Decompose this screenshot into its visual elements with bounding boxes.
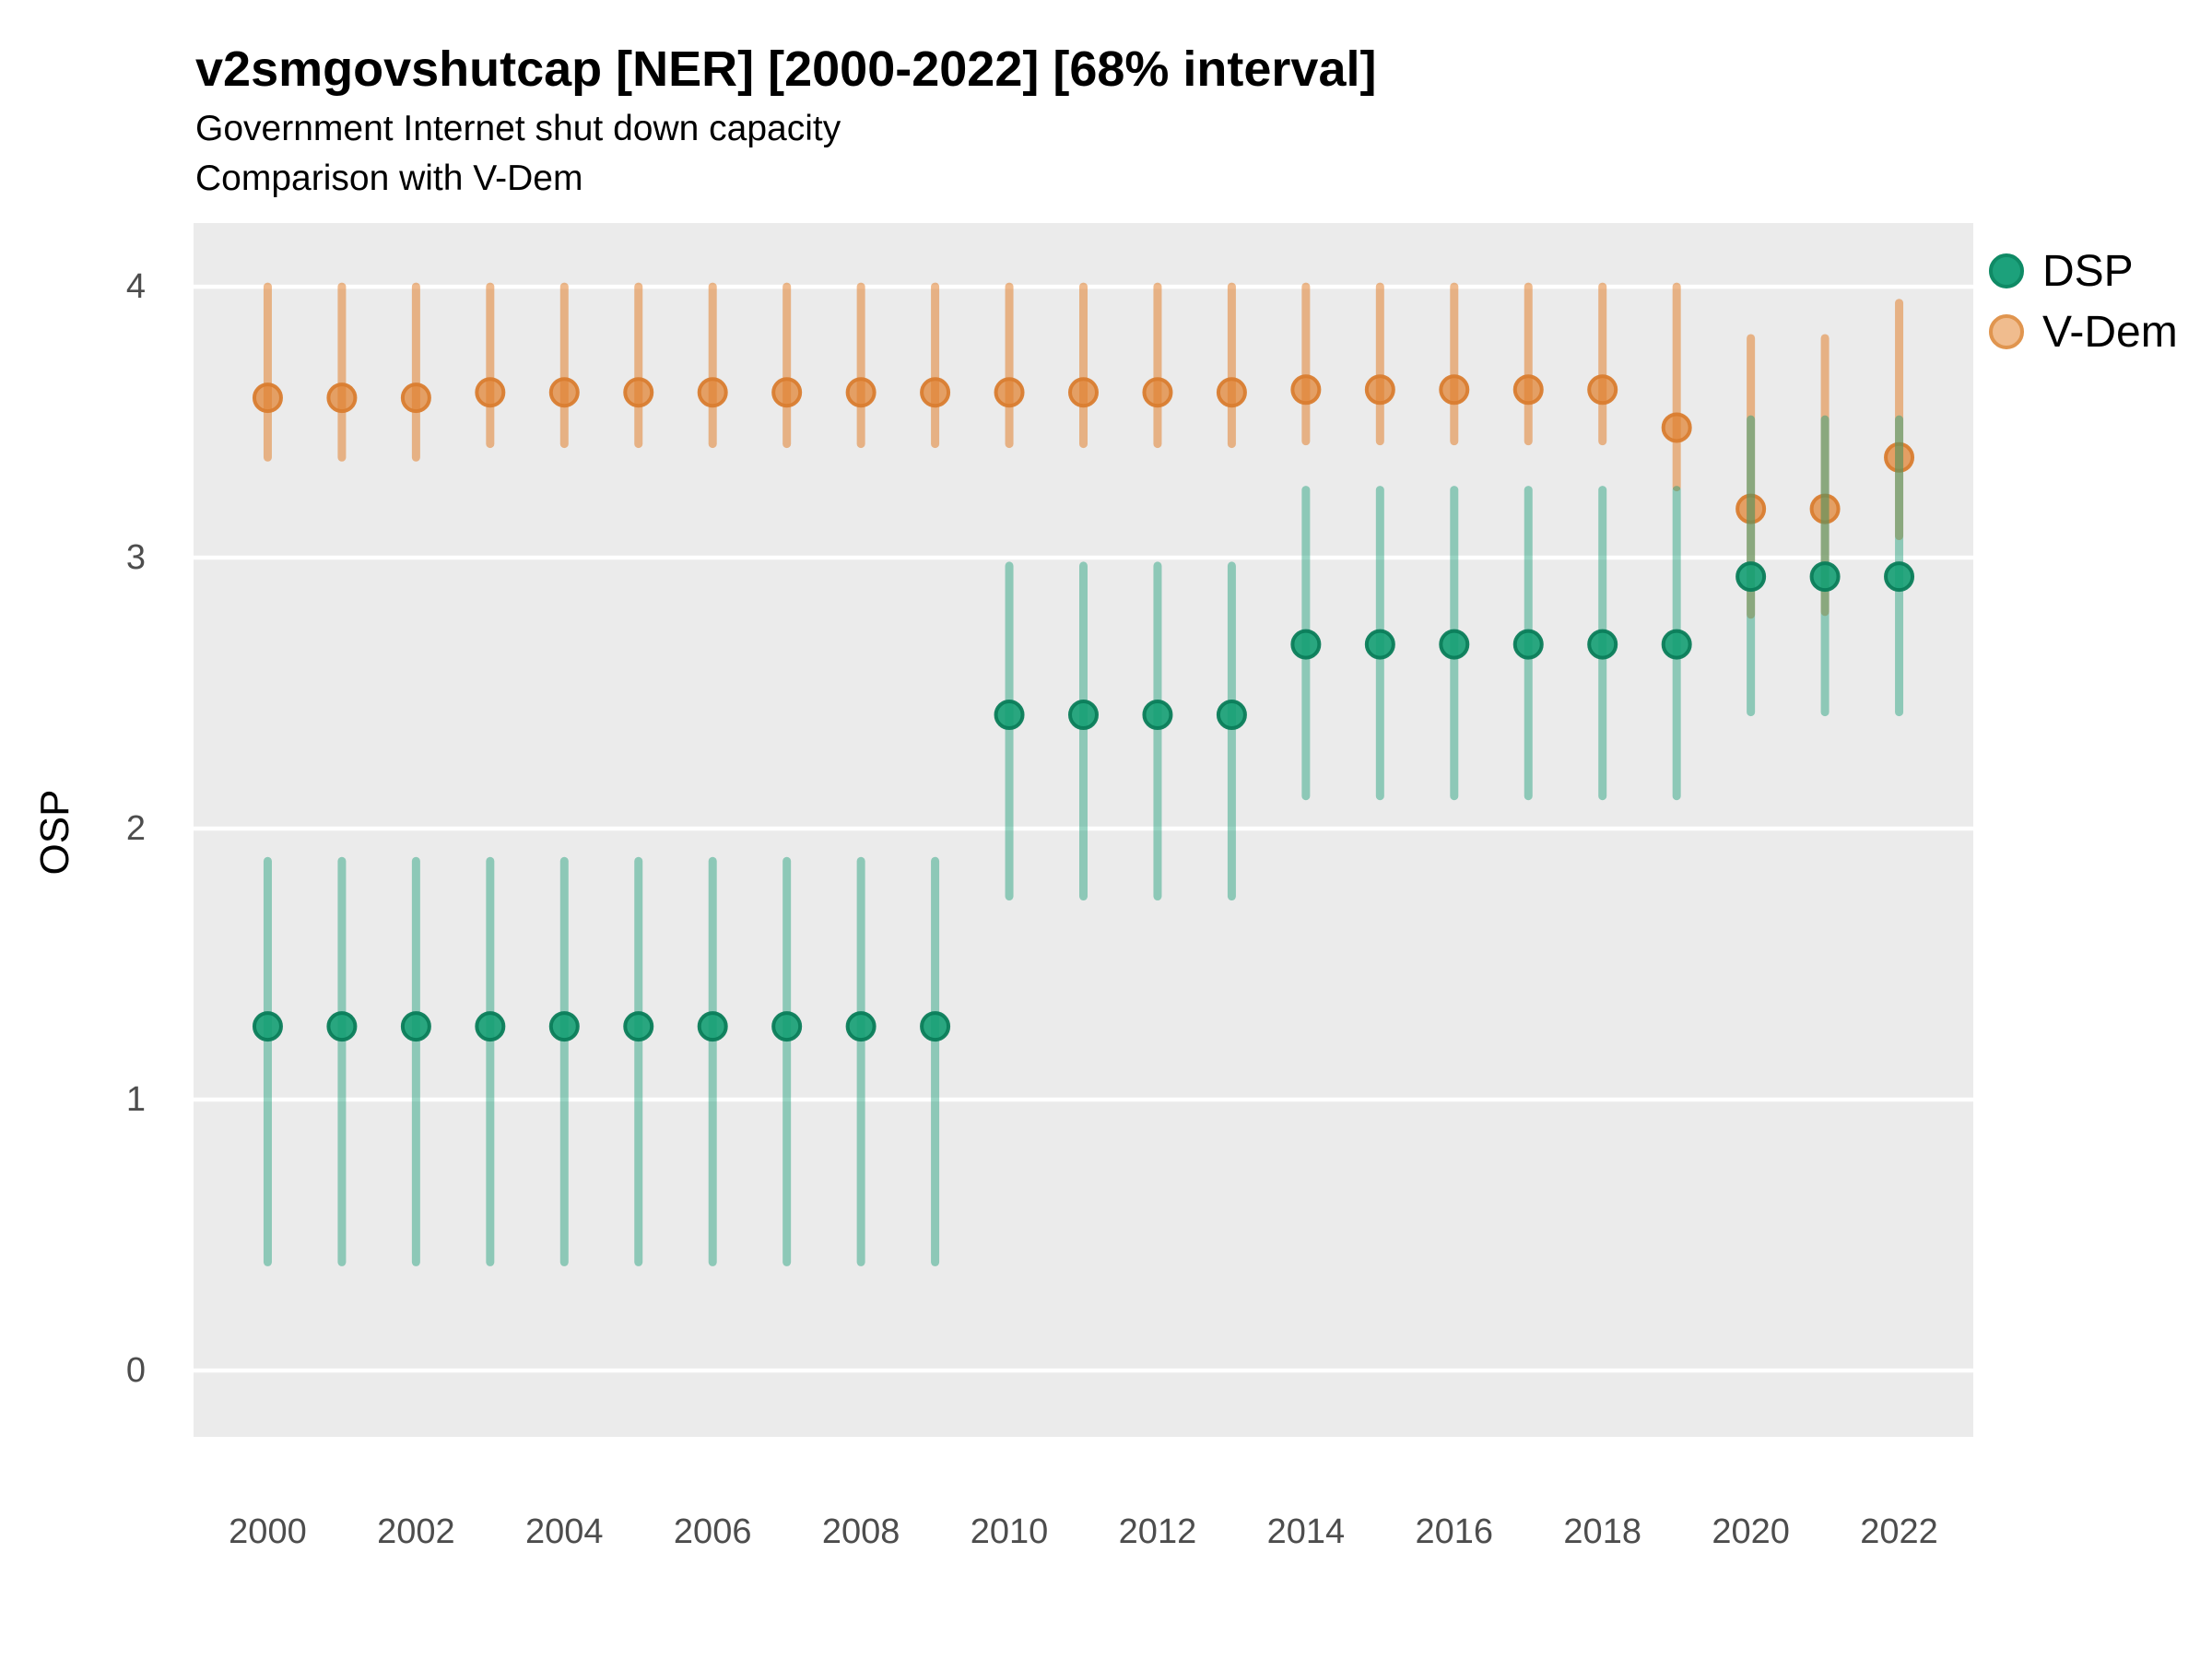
legend: DSP V-Dem [1989, 246, 2178, 357]
point-v-dem-2015 [1364, 374, 1395, 406]
point-dsp-2019 [1661, 629, 1692, 660]
point-dsp-2010 [994, 700, 1025, 731]
point-dsp-2018 [1587, 629, 1618, 660]
point-dsp-2016 [1439, 629, 1470, 660]
legend-item-vdem: V-Dem [1989, 307, 2178, 357]
point-dsp-2011 [1068, 700, 1099, 731]
point-v-dem-2020 [1735, 493, 1767, 524]
point-v-dem-2012 [1142, 377, 1173, 408]
x-tick-label-2016: 2016 [1416, 1512, 1494, 1551]
point-v-dem-2016 [1439, 374, 1470, 406]
point-dsp-2002 [400, 1011, 431, 1042]
point-dsp-2000 [252, 1011, 283, 1042]
y-tick-label-4: 4 [126, 267, 146, 306]
point-dsp-2017 [1512, 629, 1544, 660]
point-v-dem-2000 [252, 382, 283, 414]
x-tick-label-2020: 2020 [1712, 1512, 1790, 1551]
dsp-point-icon [1989, 253, 2024, 288]
point-v-dem-2010 [994, 377, 1025, 408]
x-tick-label-2008: 2008 [822, 1512, 900, 1551]
point-dsp-2021 [1809, 561, 1841, 593]
point-dsp-2012 [1142, 700, 1173, 731]
vdem-point-icon [1989, 314, 2024, 349]
subtitle-line-1: Government Internet shut down capacity [195, 109, 841, 148]
x-tick-label-2004: 2004 [525, 1512, 604, 1551]
y-tick-label-2: 2 [126, 809, 146, 848]
x-tick-label-2002: 2002 [377, 1512, 455, 1551]
point-dsp-2013 [1216, 700, 1247, 731]
point-v-dem-2018 [1587, 374, 1618, 406]
point-v-dem-2009 [920, 377, 951, 408]
x-tick-label-2022: 2022 [1860, 1512, 1938, 1551]
x-tick-label-2010: 2010 [971, 1512, 1049, 1551]
x-tick-label-2014: 2014 [1267, 1512, 1346, 1551]
point-dsp-2005 [623, 1011, 654, 1042]
point-dsp-2007 [771, 1011, 803, 1042]
point-v-dem-2017 [1512, 374, 1544, 406]
point-dsp-2022 [1884, 561, 1915, 593]
point-v-dem-2003 [475, 377, 506, 408]
point-v-dem-2022 [1884, 441, 1915, 473]
legend-item-dsp: DSP [1989, 246, 2178, 296]
point-v-dem-2013 [1216, 377, 1247, 408]
x-tick-label-2018: 2018 [1563, 1512, 1641, 1551]
point-dsp-2003 [475, 1011, 506, 1042]
point-v-dem-2007 [771, 377, 803, 408]
point-v-dem-2021 [1809, 493, 1841, 524]
point-dsp-2014 [1290, 629, 1322, 660]
point-dsp-2008 [845, 1011, 877, 1042]
point-v-dem-2004 [548, 377, 580, 408]
point-dsp-2020 [1735, 561, 1767, 593]
point-v-dem-2002 [400, 382, 431, 414]
point-dsp-2004 [548, 1011, 580, 1042]
point-dsp-2015 [1364, 629, 1395, 660]
x-tick-label-2012: 2012 [1119, 1512, 1197, 1551]
point-dsp-2009 [920, 1011, 951, 1042]
point-v-dem-2011 [1068, 377, 1099, 408]
point-v-dem-2014 [1290, 374, 1322, 406]
point-dsp-2001 [326, 1011, 358, 1042]
page-title: v2smgovshutcap [NER] [2000-2022] [68% in… [195, 41, 1377, 97]
y-tick-label-1: 1 [126, 1080, 146, 1119]
point-dsp-2006 [697, 1011, 728, 1042]
point-v-dem-2008 [845, 377, 877, 408]
y-axis-title: OSP [32, 789, 77, 876]
legend-label-vdem: V-Dem [2042, 307, 2178, 357]
point-v-dem-2001 [326, 382, 358, 414]
x-tick-label-2006: 2006 [674, 1512, 752, 1551]
point-v-dem-2019 [1661, 412, 1692, 443]
legend-label-dsp: DSP [2042, 246, 2134, 296]
y-tick-label-0: 0 [126, 1351, 146, 1390]
subtitle-line-2: Comparison with V-Dem [195, 159, 583, 198]
x-tick-label-2000: 2000 [229, 1512, 307, 1551]
point-v-dem-2005 [623, 377, 654, 408]
y-tick-label-3: 3 [126, 538, 146, 577]
point-v-dem-2006 [697, 377, 728, 408]
